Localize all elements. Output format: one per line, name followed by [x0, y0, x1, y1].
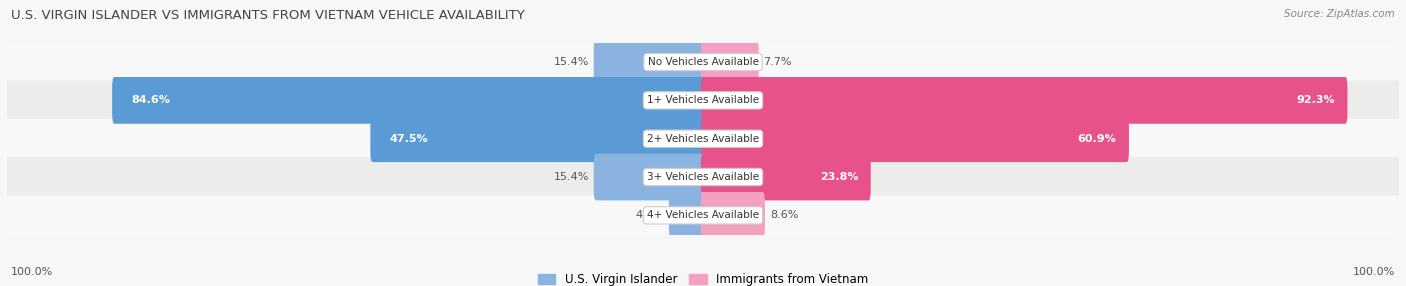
Legend: U.S. Virgin Islander, Immigrants from Vietnam: U.S. Virgin Islander, Immigrants from Vi…	[537, 273, 869, 286]
Text: 84.6%: 84.6%	[132, 96, 170, 105]
Text: 2+ Vehicles Available: 2+ Vehicles Available	[647, 134, 759, 144]
Text: 60.9%: 60.9%	[1077, 134, 1116, 144]
FancyBboxPatch shape	[370, 115, 704, 162]
FancyBboxPatch shape	[7, 195, 1399, 235]
Text: 100.0%: 100.0%	[1353, 267, 1395, 277]
FancyBboxPatch shape	[702, 115, 1129, 162]
Text: 92.3%: 92.3%	[1296, 96, 1334, 105]
FancyBboxPatch shape	[7, 42, 1399, 82]
FancyBboxPatch shape	[112, 77, 704, 124]
Text: Source: ZipAtlas.com: Source: ZipAtlas.com	[1284, 9, 1395, 19]
FancyBboxPatch shape	[702, 77, 1347, 124]
Text: No Vehicles Available: No Vehicles Available	[648, 57, 758, 67]
FancyBboxPatch shape	[702, 154, 870, 200]
Text: 23.8%: 23.8%	[820, 172, 858, 182]
Text: 15.4%: 15.4%	[554, 172, 589, 182]
FancyBboxPatch shape	[702, 39, 759, 86]
Text: 8.6%: 8.6%	[770, 210, 799, 220]
Text: 47.5%: 47.5%	[389, 134, 429, 144]
Text: 100.0%: 100.0%	[11, 267, 53, 277]
Text: 7.7%: 7.7%	[763, 57, 792, 67]
Text: 4+ Vehicles Available: 4+ Vehicles Available	[647, 210, 759, 220]
FancyBboxPatch shape	[7, 119, 1399, 159]
FancyBboxPatch shape	[593, 39, 704, 86]
Text: 15.4%: 15.4%	[554, 57, 589, 67]
Text: 4.6%: 4.6%	[636, 210, 664, 220]
FancyBboxPatch shape	[702, 192, 765, 239]
FancyBboxPatch shape	[7, 80, 1399, 120]
FancyBboxPatch shape	[7, 157, 1399, 197]
Text: U.S. VIRGIN ISLANDER VS IMMIGRANTS FROM VIETNAM VEHICLE AVAILABILITY: U.S. VIRGIN ISLANDER VS IMMIGRANTS FROM …	[11, 9, 524, 21]
FancyBboxPatch shape	[669, 192, 704, 239]
Text: 1+ Vehicles Available: 1+ Vehicles Available	[647, 96, 759, 105]
Text: 3+ Vehicles Available: 3+ Vehicles Available	[647, 172, 759, 182]
FancyBboxPatch shape	[593, 154, 704, 200]
